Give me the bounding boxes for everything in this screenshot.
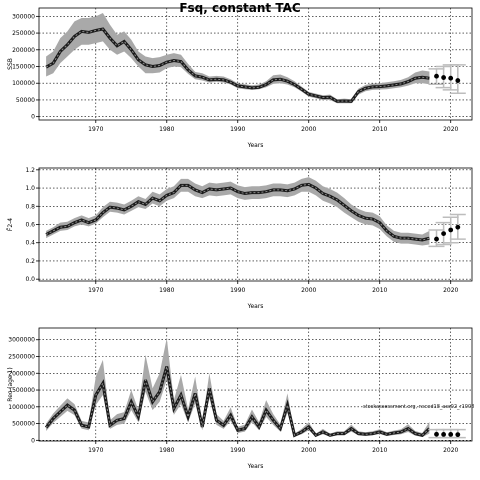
forecast-point (434, 236, 439, 242)
x-tick-label: 1980 (159, 447, 174, 454)
forecast-point (455, 432, 461, 438)
x-axis-label: Years (247, 142, 264, 149)
y-tick-label: 1000000 (8, 404, 35, 411)
y-tick-label: 250000 (12, 30, 35, 37)
y-tick-label: 0.4 (25, 240, 35, 247)
plot-frame (38, 7, 473, 121)
watermark-text: stockassessment.org, nscod18_ass02_r1008 (363, 404, 475, 410)
forecast-point (448, 432, 454, 437)
y-tick-label: 0 (31, 437, 35, 444)
forecast-point (441, 231, 447, 237)
x-tick-label: 2010 (372, 447, 387, 454)
forecast-point (441, 75, 447, 80)
y-tick-label: 0.2 (25, 258, 35, 265)
y-axis-label: F̄2-4 (7, 218, 14, 231)
x-tick-label: 1990 (230, 126, 245, 133)
forecast-point (455, 224, 461, 230)
y-tick-label: 2000000 (8, 370, 35, 377)
x-tick-label: 2020 (443, 447, 458, 454)
x-tick-label: 2000 (301, 447, 316, 454)
y-tick-label: 1500000 (8, 387, 35, 394)
y-tick-label: 3000000 (8, 337, 35, 344)
forecast-point (455, 78, 461, 83)
forecast-point (448, 75, 454, 81)
x-tick-label: 2010 (372, 126, 387, 133)
y-tick-label: 0.0 (25, 276, 35, 283)
forecast-point (448, 227, 454, 233)
x-axis-label: Years (247, 463, 264, 470)
x-tick-label: 2000 (301, 126, 316, 133)
y-tick-label: 50000 (16, 97, 35, 104)
y-tick-label: 1.2 (25, 167, 35, 174)
y-tick-label: 1.0 (25, 185, 35, 192)
x-tick-label: 1970 (88, 287, 103, 294)
forecast-point (434, 73, 439, 79)
y-tick-label: 0.6 (25, 222, 35, 229)
x-tick-label: 1970 (88, 126, 103, 133)
y-tick-label: 100000 (12, 80, 35, 87)
y-tick-label: 200000 (12, 47, 35, 54)
y-tick-label: 2500000 (8, 354, 35, 361)
x-tick-label: 2020 (443, 126, 458, 133)
x-tick-label: 1980 (159, 126, 174, 133)
y-tick-label: 150000 (12, 64, 35, 71)
forecast-point (441, 432, 447, 437)
y-tick-label: 300000 (12, 13, 35, 20)
x-tick-label: 1990 (230, 447, 245, 454)
y-tick-label: 500000 (12, 421, 35, 428)
x-tick-label: 2020 (443, 287, 458, 294)
y-tick-label: 0.8 (25, 203, 35, 210)
x-axis-label: Years (247, 303, 264, 310)
confidence-band (46, 177, 430, 246)
estimate-line-dash (45, 183, 430, 241)
x-tick-label: 1980 (159, 287, 174, 294)
y-axis-label: SSB (7, 58, 14, 70)
forecast-point (434, 431, 439, 437)
x-tick-label: 1970 (88, 447, 103, 454)
estimate-line-dash (45, 366, 430, 437)
x-tick-label: 2000 (301, 287, 316, 294)
x-tick-label: 1990 (230, 287, 245, 294)
y-axis-label: Rec (age 1) (7, 367, 14, 401)
x-tick-label: 2010 (372, 287, 387, 294)
estimate-line-dash (45, 28, 430, 102)
plot-frame (38, 327, 473, 442)
y-tick-label: 0 (31, 114, 35, 121)
